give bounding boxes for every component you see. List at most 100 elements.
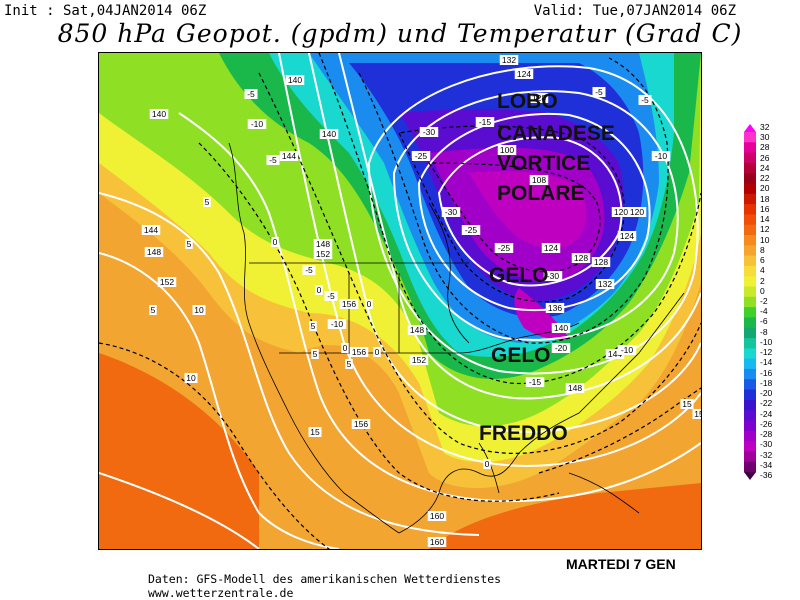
map-contour-label: 144	[144, 225, 158, 235]
legend-swatch	[744, 348, 756, 360]
map-contour-label: -25	[415, 151, 428, 161]
map-contour-label: 108	[532, 175, 546, 185]
map-label-bg	[499, 55, 519, 65]
map-label-bg	[349, 347, 369, 357]
legend-swatch	[744, 338, 756, 349]
map-contour-label: 5	[187, 239, 192, 249]
map-contour-label: 0	[273, 237, 278, 247]
map-label-bg	[419, 127, 439, 137]
map-label-bg	[427, 511, 447, 521]
legend-swatch	[744, 317, 756, 329]
legend-swatch	[744, 410, 756, 421]
legend-label: 0	[760, 285, 765, 296]
map-label-bg	[617, 345, 637, 355]
legend-swatch	[744, 265, 756, 277]
map-label-bg	[514, 69, 534, 79]
legend-swatch	[744, 173, 756, 185]
overlay-freddo: FREDDO	[479, 422, 568, 445]
legend-swatch	[744, 162, 756, 174]
legend-swatch	[744, 327, 756, 339]
map-label-bg	[409, 355, 429, 365]
legend-swatch	[744, 430, 756, 442]
map-contour-label: 15	[694, 409, 701, 419]
map-contour-label: -10	[621, 345, 634, 355]
map-contour-label: -10	[331, 319, 344, 329]
map-contour-label: 10	[186, 373, 196, 383]
very-warm-region-sw	[99, 353, 259, 549]
legend-swatch	[744, 183, 756, 195]
map-contour-label: 0	[367, 299, 372, 309]
geopotential-contours	[99, 53, 701, 549]
map-label-bg	[543, 271, 563, 281]
legend-swatch	[744, 214, 756, 226]
legend-swatch	[744, 379, 756, 391]
very-warm-region-se	[429, 483, 701, 549]
map-label-bg	[591, 257, 611, 267]
overlay-vortice: VORTICE	[497, 152, 591, 175]
legend-swatch	[744, 461, 756, 473]
map-label-bg	[627, 207, 647, 217]
map-label-bg	[271, 237, 279, 247]
map-label-bg	[525, 377, 545, 387]
map-label-bg	[327, 319, 347, 329]
legend-swatch	[744, 307, 756, 318]
map-contour-label: 140	[288, 75, 302, 85]
map-label-bg	[315, 285, 323, 295]
map-contour-label: 156	[354, 419, 368, 429]
legend-swatch	[744, 296, 756, 308]
legend-swatch	[744, 358, 756, 370]
map-contour-label: 148	[316, 239, 330, 249]
legend-swatch	[744, 286, 756, 298]
map-label-bg	[144, 247, 164, 257]
legend-label: -2	[760, 296, 768, 306]
legend-label: 6	[760, 255, 765, 266]
legend-label: -16	[760, 367, 773, 378]
map-label-bg	[592, 87, 606, 97]
map-label-bg	[617, 231, 637, 241]
legend-label: -28	[760, 429, 773, 440]
map-contour-label: 144	[608, 349, 622, 359]
map-label-bg	[266, 155, 280, 165]
map-contour-label: 144	[282, 151, 296, 161]
map-contour-label: -30	[445, 207, 458, 217]
map-contour-label: -5	[269, 155, 277, 165]
map-label-bg	[308, 427, 322, 437]
legend-swatch	[744, 255, 756, 267]
map-contour-label: 128	[594, 257, 608, 267]
core-region	[469, 171, 587, 249]
map-contour-label: 152	[160, 277, 174, 287]
map-label-bg	[441, 207, 461, 217]
legend-bottom-arrow	[744, 472, 756, 480]
map-label-bg	[407, 325, 427, 335]
overlay-canadese: CANADESE	[497, 122, 615, 145]
map-contour-label: -5	[641, 95, 649, 105]
map-label-bg	[247, 119, 267, 129]
legend-label: -6	[760, 316, 768, 327]
map-label-bg	[149, 109, 169, 119]
temperature-contours	[99, 53, 701, 549]
legend-swatch	[744, 389, 756, 401]
map-label-bg	[157, 277, 177, 287]
map-label-bg	[551, 343, 571, 353]
legend-label: -18	[760, 377, 773, 388]
map-contour-label: 5	[151, 305, 156, 315]
legend-swatch	[744, 399, 756, 411]
weather-map: 140 140 140 144 144 148 152 148 152 156 156 148 152 1…	[98, 52, 702, 550]
map-contour-label: 136	[548, 303, 562, 313]
legend-label: 10	[760, 234, 770, 245]
legend-label: -12	[760, 347, 773, 358]
map-contour-label: 15	[682, 399, 692, 409]
legend-top-arrow	[744, 124, 756, 132]
map-contour-label: 120	[630, 207, 644, 217]
map-label-bg	[313, 249, 333, 259]
legend-label: 4	[760, 265, 765, 276]
map-label-bg	[184, 373, 198, 383]
map-contour-label: 128	[574, 253, 588, 263]
map-label-bg	[341, 343, 349, 353]
legend-label: -20	[760, 388, 773, 399]
map-label-bg	[373, 347, 381, 357]
map-label-bg	[692, 409, 701, 419]
map-contour-label: 15	[310, 427, 320, 437]
map-label-bg	[324, 291, 338, 301]
map-contour-label: 0	[343, 343, 348, 353]
